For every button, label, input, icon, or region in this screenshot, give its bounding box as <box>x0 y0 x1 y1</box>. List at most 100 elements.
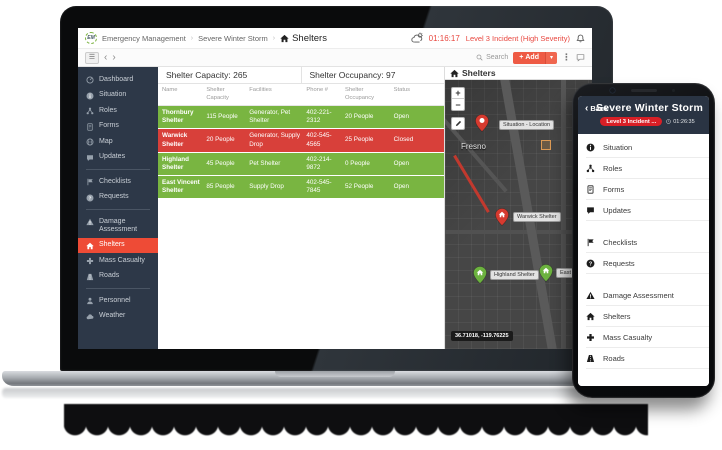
top-navbar: EM Emergency Management › Severe Winter … <box>78 28 592 49</box>
map-draw-button[interactable] <box>451 117 465 130</box>
breadcrumb-incident[interactable]: Severe Winter Storm <box>198 33 268 43</box>
menu-label: Roads <box>603 353 625 363</box>
info-icon <box>86 92 94 100</box>
info-icon <box>586 143 595 152</box>
chevron-left-icon: ‹ <box>585 102 589 114</box>
map-canvas[interactable]: + − Situation - Location Fresno <box>445 80 592 349</box>
column-header: Shelter Occupancy <box>341 84 390 107</box>
sidebar-item-map[interactable]: Map <box>78 134 158 150</box>
cell-status: Closed <box>389 128 444 153</box>
phone-menu-forms[interactable]: Forms <box>586 179 709 200</box>
sidebar-item-personnel[interactable]: Personnel <box>78 293 158 309</box>
nav-back-button[interactable]: ‹ <box>104 51 108 63</box>
menu-label: Situation <box>603 142 633 152</box>
map-zoom-control: + − <box>451 87 465 111</box>
weather-icon[interactable] <box>411 32 423 44</box>
sidebar-item-roles[interactable]: Roles <box>78 103 158 119</box>
add-button[interactable]: + Add <box>513 51 545 64</box>
notifications-bell-icon[interactable] <box>576 34 585 43</box>
document-icon <box>86 123 94 131</box>
highland-shelter-pin[interactable] <box>473 266 487 284</box>
home-icon <box>543 267 550 274</box>
phone-incident-title: Severe Winter Storm <box>596 102 703 114</box>
sidebar-item-mass-casualty[interactable]: Mass Casualty <box>78 253 158 269</box>
home-icon <box>499 211 506 218</box>
map-road <box>561 80 566 349</box>
question-icon <box>586 259 595 268</box>
map-selection-square <box>541 140 551 150</box>
home-icon <box>477 269 484 276</box>
phone-menu-requests[interactable]: Requests <box>586 253 709 274</box>
phone-menu-mass-casualty[interactable]: Mass Casualty <box>586 327 709 348</box>
phone-sensor-icon <box>672 88 675 92</box>
search-label: Search <box>486 54 509 61</box>
menu-label: Checklists <box>603 237 638 247</box>
phone-menu-personnel[interactable]: Personnel <box>586 380 709 387</box>
search-control[interactable]: Search <box>476 54 508 61</box>
phone-menu-situation[interactable]: Situation <box>586 137 709 158</box>
sidebar-item-situation[interactable]: Situation <box>78 88 158 104</box>
overflow-menu-button[interactable]: ⋮ <box>562 52 571 62</box>
highland-shelter-label: Highland Shelter <box>490 270 539 280</box>
phone: ‹ Back Severe Winter Storm Level 3 Incid… <box>572 83 715 398</box>
comments-icon[interactable] <box>576 53 585 62</box>
zoom-in-button[interactable]: + <box>452 88 464 99</box>
sidebar-item-updates[interactable]: Updates <box>78 150 158 166</box>
laptop-screen: EM Emergency Management › Severe Winter … <box>78 28 592 349</box>
cell-phone: 402-221-2312 <box>302 105 342 130</box>
table-row-warwick[interactable]: Warwick Shelter 20 People Generator, Sup… <box>158 128 444 153</box>
person-icon <box>586 386 595 387</box>
east-vincent-shelter-pin[interactable] <box>539 264 553 282</box>
content-area: Dashboard Situation Roles Forms Map Upda… <box>78 67 592 349</box>
cell-capacity: 115 People <box>202 105 246 130</box>
sidebar-item-forms[interactable]: Forms <box>78 119 158 135</box>
warning-triangle-icon <box>86 218 94 226</box>
shelters-panel: Shelter Capacity: 265 Shelter Occupancy:… <box>158 67 444 349</box>
home-icon <box>86 242 94 250</box>
gauge-icon <box>86 76 94 84</box>
cell-facilities: Generator, Pet Shelter <box>245 105 303 130</box>
nav-forward-button[interactable]: › <box>112 51 116 63</box>
sidebar-item-damage-assessment[interactable]: Damage Assessment <box>78 214 158 238</box>
phone-menu-shelters[interactable]: Shelters <box>586 306 709 327</box>
phone-menu-roles[interactable]: Roles <box>586 158 709 179</box>
org-chart-icon <box>86 107 94 115</box>
sidebar-toggle-button[interactable]: ☰ <box>85 51 99 64</box>
table-row-east-vincent[interactable]: East Vincent Shelter 85 People Supply Dr… <box>158 175 444 200</box>
sidebar-item-requests[interactable]: Requests <box>78 190 158 206</box>
add-split-button: + Add ▾ <box>513 51 557 64</box>
phone-menu-checklists[interactable]: Checklists <box>586 232 709 253</box>
sidebar-label: Updates <box>99 153 126 160</box>
map-panel: Shelters + − <box>444 67 592 349</box>
sidebar-item-dashboard[interactable]: Dashboard <box>78 72 158 88</box>
add-dropdown-button[interactable]: ▾ <box>544 51 557 64</box>
column-header: Status <box>389 84 444 107</box>
phone-incident-timer: 01:26:35 <box>666 119 695 125</box>
phone-camera-icon <box>610 87 615 93</box>
phone-menu-damage-assessment[interactable]: Damage Assessment <box>586 285 709 306</box>
incident-level-badge: Level 3 Incident ... <box>600 117 663 126</box>
sidebar-item-roads[interactable]: Roads <box>78 269 158 285</box>
road-icon <box>86 273 94 281</box>
sidebar-item-checklists[interactable]: Checklists <box>78 174 158 190</box>
sidebar-item-shelters[interactable]: Shelters <box>78 237 158 254</box>
sidebar-item-weather[interactable]: Weather <box>78 309 158 325</box>
chat-bubble-icon <box>586 206 595 215</box>
sidebar-divider <box>86 288 150 290</box>
table-row-highland[interactable]: Highland Shelter 45 People Pet Shelter 4… <box>158 152 444 177</box>
zoom-out-button[interactable]: − <box>455 99 461 110</box>
chat-bubble-icon <box>86 154 94 162</box>
breadcrumb-emergency-management[interactable]: Emergency Management <box>102 33 186 43</box>
situation-map-pin[interactable] <box>475 114 489 132</box>
phone-back-button[interactable]: ‹ Back <box>585 102 608 114</box>
cell-name: Highland Shelter <box>158 152 203 177</box>
phone-menu-updates[interactable]: Updates <box>586 200 709 221</box>
phone-menu-roads[interactable]: Roads <box>586 348 709 369</box>
column-header: Shelter Capacity <box>202 84 246 107</box>
table-row-thornbury[interactable]: Thornbury Shelter 115 People Generator, … <box>158 105 444 130</box>
medical-cross-icon <box>586 333 595 342</box>
warwick-shelter-pin[interactable] <box>495 208 509 226</box>
warning-triangle-icon <box>586 291 595 300</box>
cloud-icon <box>86 313 94 321</box>
